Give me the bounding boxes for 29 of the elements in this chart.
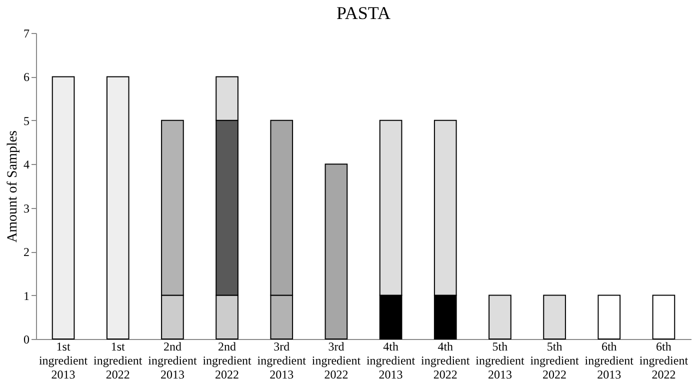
x-tick-label: 6th ingredient 2022 <box>639 340 689 382</box>
x-tick-label: 5th ingredient 2022 <box>530 340 580 382</box>
x-tick-label: 5th ingredient 2013 <box>476 340 525 382</box>
x-tick-label: 4th ingredient 2013 <box>366 340 416 382</box>
y-axis-title: Amount of Samples <box>6 130 20 242</box>
x-tick-label: 1st ingredient 2013 <box>38 340 88 382</box>
bar <box>598 294 621 340</box>
bar <box>543 294 566 340</box>
y-tick-label: 7 <box>24 26 30 40</box>
y-tick-label: 5 <box>24 114 30 128</box>
bar <box>488 294 512 340</box>
x-tick-label: 1st ingredient 2022 <box>94 340 143 382</box>
y-tick-label: 1 <box>24 288 30 303</box>
x-tick-label: 2nd ingredient 2013 <box>148 340 198 382</box>
bar <box>324 164 348 340</box>
x-tick-label: 4th ingredient 2022 <box>421 340 470 382</box>
y-tick-label: 4 <box>24 158 30 172</box>
bar <box>652 294 676 340</box>
x-tick-label: 3rd ingredient 2013 <box>257 340 307 382</box>
bar <box>52 76 75 340</box>
x-tick-label: 6th ingredient 2013 <box>584 340 634 382</box>
y-tick-label: 6 <box>24 70 30 84</box>
x-tick-label: 2nd ingredient 2022 <box>202 340 252 382</box>
x-tick-label: 3rd ingredient 2022 <box>312 340 362 382</box>
y-tick-label: 0 <box>24 332 30 346</box>
bar <box>106 76 130 340</box>
chart-title: PASTA <box>336 3 390 23</box>
y-tick-label: 2 <box>24 245 30 260</box>
y-tick-label: 3 <box>24 201 30 216</box>
